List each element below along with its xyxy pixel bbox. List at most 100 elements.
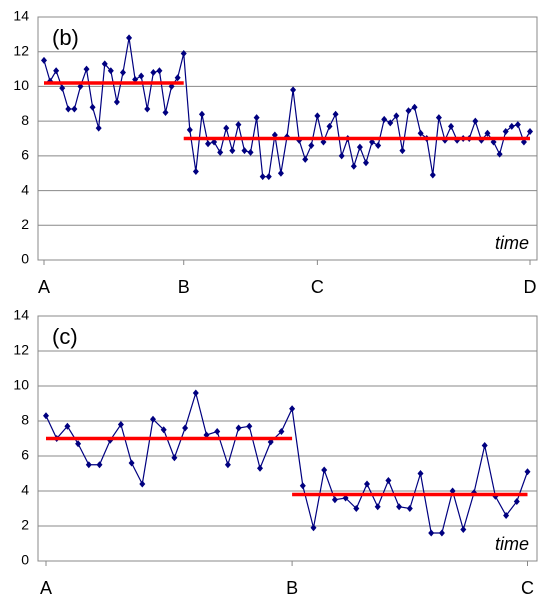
y-tick-label: 12 [13, 342, 29, 358]
data-point [128, 459, 135, 467]
data-point [289, 405, 296, 413]
data-point [59, 84, 66, 92]
x-tick-label: C [521, 578, 534, 598]
y-tick-label: 6 [21, 147, 29, 163]
data-point [417, 470, 424, 477]
data-point [435, 114, 442, 122]
data-point [257, 464, 263, 472]
data-point [96, 461, 103, 469]
data-point [374, 503, 381, 511]
data-point [496, 150, 503, 158]
data-point [364, 480, 370, 488]
data-point [326, 122, 333, 130]
data-point [83, 65, 90, 73]
x-axis-label: time [495, 233, 529, 253]
data-point [406, 505, 413, 512]
data-point [448, 122, 455, 130]
data-point [405, 107, 412, 115]
data-point [246, 422, 253, 430]
data-point [265, 173, 272, 181]
y-tick-label: 0 [21, 251, 29, 267]
x-axis-label: time [495, 534, 529, 554]
data-point [411, 103, 418, 111]
data-point [117, 421, 124, 428]
x-tick-label: D [524, 277, 537, 297]
y-tick-label: 2 [21, 216, 29, 232]
y-tick-label: 8 [21, 112, 29, 128]
data-point [235, 121, 242, 129]
data-point [513, 498, 520, 505]
y-tick-label: 6 [21, 447, 29, 463]
data-point [198, 110, 205, 118]
data-point [460, 526, 467, 533]
x-tick-label: B [286, 578, 298, 598]
data-point [229, 147, 236, 155]
data-point [310, 524, 317, 532]
data-point [150, 69, 157, 77]
data-point [41, 56, 47, 64]
data-point [438, 529, 445, 537]
data-point [205, 140, 212, 148]
data-point [362, 159, 369, 167]
data-point [393, 112, 400, 120]
data-point [223, 124, 230, 132]
data-point [290, 86, 297, 94]
data-point [192, 167, 199, 175]
data-point [514, 121, 521, 129]
data-point [299, 482, 306, 490]
y-tick-label: 10 [13, 377, 29, 393]
y-tick-label: 0 [21, 552, 29, 568]
data-point [192, 389, 199, 397]
data-point [399, 147, 406, 155]
data-point [308, 141, 315, 149]
series-line [45, 390, 529, 534]
data-point [95, 124, 102, 132]
data-point [338, 152, 345, 160]
x-tick-label: A [38, 277, 50, 297]
data-point [502, 128, 509, 136]
panel-label: (b) [52, 25, 79, 50]
data-point [162, 108, 169, 116]
data-point [259, 173, 266, 181]
data-point [113, 98, 120, 106]
data-point [160, 426, 167, 434]
data-point [481, 442, 488, 449]
data-point [417, 129, 424, 137]
panel-label: (c) [52, 324, 78, 349]
data-point [321, 466, 328, 474]
data-point [241, 147, 248, 155]
data-point [253, 114, 260, 122]
data-point [85, 461, 92, 469]
data-point [119, 69, 126, 77]
plot-frame [37, 16, 538, 261]
data-point [356, 143, 363, 151]
data-point [331, 496, 338, 504]
y-tick-label: 10 [13, 77, 29, 93]
data-point [214, 428, 221, 435]
data-point [43, 412, 49, 420]
y-tick-label: 14 [13, 8, 29, 24]
x-tick-label: B [178, 277, 190, 297]
data-point [150, 415, 156, 423]
y-tick-label: 8 [21, 412, 29, 428]
data-point [277, 169, 284, 177]
data-point [429, 171, 436, 179]
data-point [527, 128, 533, 136]
data-point [302, 155, 309, 163]
plot-frame [37, 315, 538, 562]
data-point [75, 440, 82, 448]
data-point [314, 112, 321, 120]
y-tick-label: 14 [13, 307, 29, 323]
y-tick-label: 4 [21, 181, 29, 197]
data-point [217, 148, 224, 156]
data-point [375, 141, 382, 149]
data-point [387, 119, 394, 127]
data-point [180, 49, 187, 57]
data-point [247, 148, 254, 156]
data-point [138, 72, 145, 80]
data-point [65, 105, 72, 113]
data-point [107, 67, 114, 75]
x-tick-label: A [40, 578, 52, 598]
data-point [503, 512, 510, 519]
